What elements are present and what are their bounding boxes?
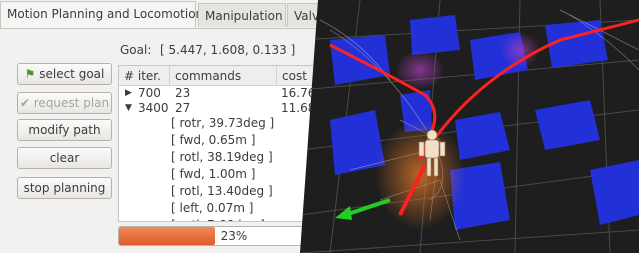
3d-view xyxy=(0,0,639,253)
screen: Motion Planning and Locomotion Manipulat… xyxy=(0,0,639,253)
